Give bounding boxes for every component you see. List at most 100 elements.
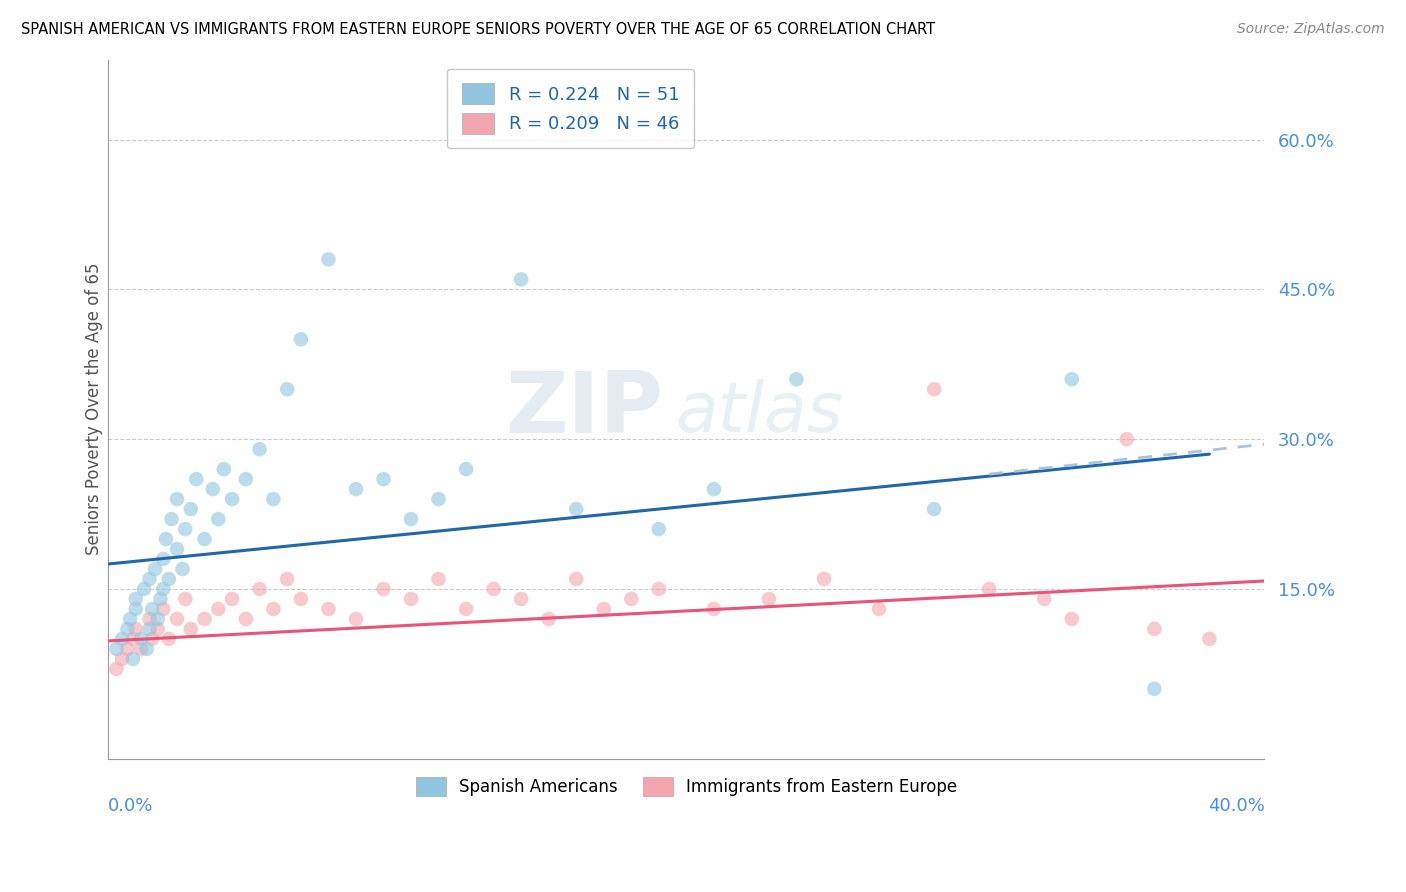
Point [648, 582, 671, 596]
Point [454, 462, 477, 476]
Point [149, 591, 172, 606]
Point [592, 602, 614, 616]
Point [344, 612, 367, 626]
Point [138, 622, 160, 636]
Point [813, 572, 835, 586]
Point [212, 462, 235, 476]
Point [180, 502, 202, 516]
Point [122, 652, 145, 666]
Point [1060, 372, 1083, 386]
Text: ZIP: ZIP [505, 368, 664, 450]
Point [207, 602, 229, 616]
Point [318, 252, 340, 267]
Point [117, 641, 139, 656]
Point [221, 591, 243, 606]
Point [399, 591, 422, 606]
Point [427, 492, 450, 507]
Point [510, 272, 533, 286]
Point [565, 502, 588, 516]
Point [141, 602, 163, 616]
Point [172, 562, 194, 576]
Point [276, 572, 298, 586]
Point [1143, 622, 1166, 636]
Point [125, 602, 148, 616]
Point [174, 591, 197, 606]
Point [146, 612, 169, 626]
Point [152, 582, 174, 596]
Text: 0.0%: 0.0% [108, 797, 153, 815]
Point [399, 512, 422, 526]
Point [157, 632, 180, 646]
Point [141, 632, 163, 646]
Point [318, 602, 340, 616]
Point [157, 572, 180, 586]
Point [125, 622, 148, 636]
Point [1143, 681, 1166, 696]
Point [129, 641, 152, 656]
Point [373, 472, 395, 486]
Text: atlas: atlas [675, 379, 842, 446]
Point [135, 641, 157, 656]
Point [193, 532, 215, 546]
Point [160, 512, 183, 526]
Point [166, 542, 188, 557]
Point [111, 632, 134, 646]
Point [922, 502, 945, 516]
Point [1033, 591, 1056, 606]
Point [703, 482, 725, 496]
Point [373, 582, 395, 596]
Point [221, 492, 243, 507]
Point [105, 641, 128, 656]
Point [120, 612, 142, 626]
Point [207, 512, 229, 526]
Point [979, 582, 1001, 596]
Point [510, 591, 533, 606]
Point [186, 472, 208, 486]
Point [1060, 612, 1083, 626]
Point [868, 602, 890, 616]
Point [125, 591, 148, 606]
Point [1115, 432, 1137, 446]
Point [262, 602, 284, 616]
Point [758, 591, 780, 606]
Point [482, 582, 505, 596]
Point [249, 442, 271, 457]
Text: SPANISH AMERICAN VS IMMIGRANTS FROM EASTERN EUROPE SENIORS POVERTY OVER THE AGE : SPANISH AMERICAN VS IMMIGRANTS FROM EAST… [21, 22, 935, 37]
Point [132, 582, 155, 596]
Point [155, 532, 177, 546]
Point [454, 602, 477, 616]
Point [180, 622, 202, 636]
Point [105, 662, 128, 676]
Y-axis label: Seniors Poverty Over the Age of 65: Seniors Poverty Over the Age of 65 [86, 263, 103, 556]
Point [620, 591, 643, 606]
Point [290, 332, 312, 346]
Point [201, 482, 224, 496]
Point [703, 602, 725, 616]
Point [129, 632, 152, 646]
Point [146, 622, 169, 636]
Text: Source: ZipAtlas.com: Source: ZipAtlas.com [1237, 22, 1385, 37]
Point [785, 372, 807, 386]
Point [565, 572, 588, 586]
Point [111, 652, 134, 666]
Point [1198, 632, 1220, 646]
Legend: Spanish Americans, Immigrants from Eastern Europe: Spanish Americans, Immigrants from Easte… [409, 771, 963, 803]
Point [174, 522, 197, 536]
Point [138, 612, 160, 626]
Point [152, 552, 174, 566]
Point [166, 612, 188, 626]
Point [122, 632, 145, 646]
Point [249, 582, 271, 596]
Point [152, 602, 174, 616]
Point [344, 482, 367, 496]
Point [138, 572, 160, 586]
Point [143, 562, 166, 576]
Point [117, 622, 139, 636]
Point [193, 612, 215, 626]
Point [290, 591, 312, 606]
Point [262, 492, 284, 507]
Point [537, 612, 560, 626]
Point [648, 522, 671, 536]
Point [276, 382, 298, 396]
Text: 40.0%: 40.0% [1208, 797, 1264, 815]
